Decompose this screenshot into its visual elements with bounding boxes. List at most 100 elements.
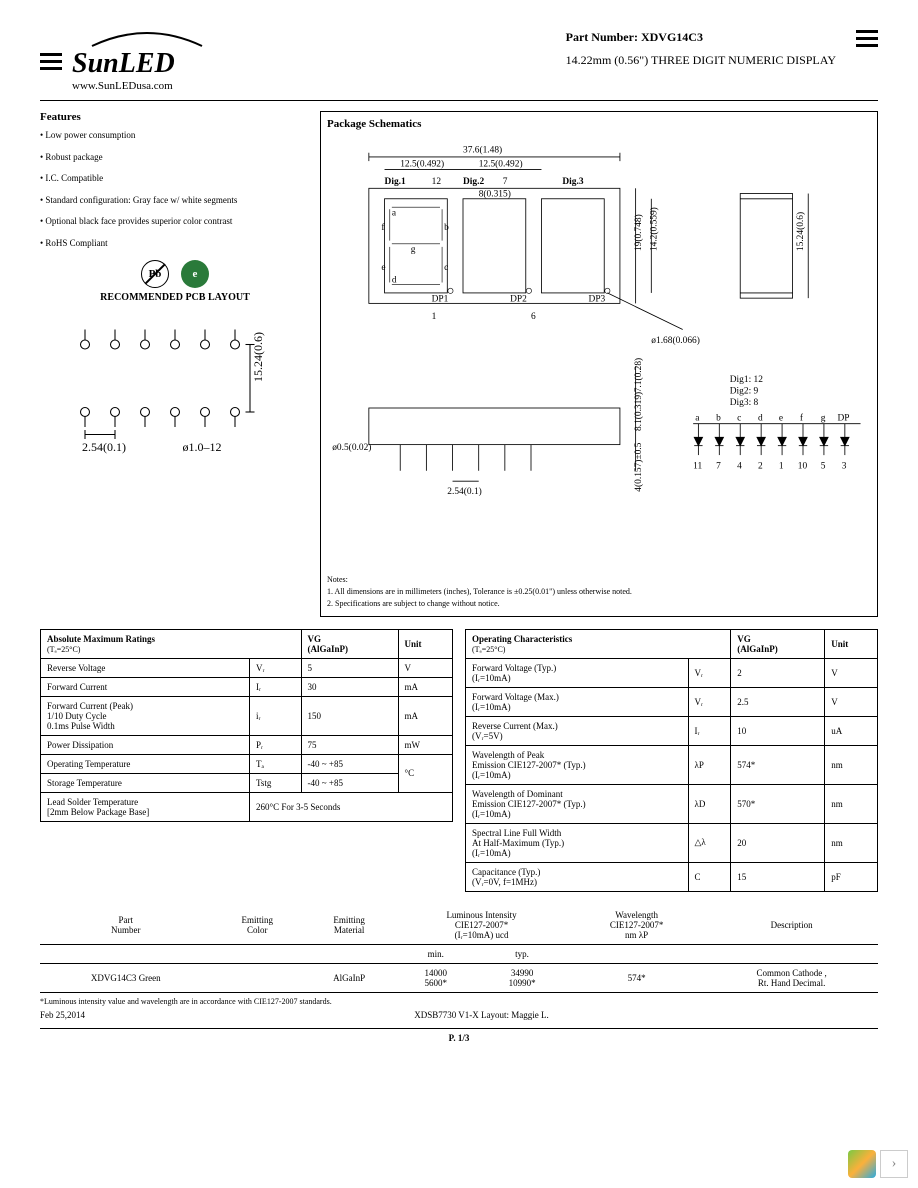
table-row: Storage TemperatureTstg-40 ~ +85: [41, 773, 453, 792]
hdr-desc: Description: [705, 906, 878, 945]
header-right: Part Number: XDVG14C3 14.22mm (0.56") TH…: [566, 30, 878, 70]
svg-text:8.1(0.319): 8.1(0.319): [633, 392, 644, 431]
schematic-title: Package Schematics: [327, 118, 871, 130]
cell-desc: Common Cathode , Rt. Hand Decimal.: [705, 963, 878, 992]
nav-next-button[interactable]: ›: [880, 1150, 908, 1178]
svg-text:DP: DP: [838, 414, 850, 424]
menu-icon[interactable]: [40, 53, 62, 70]
svg-text:19(0.748): 19(0.748): [633, 214, 644, 251]
pn-value: XDVG14C3: [641, 30, 703, 44]
svg-text:c: c: [444, 263, 448, 273]
svg-text:a: a: [695, 414, 700, 424]
table-row: Forward Voltage (Max.) (Iᵣ=10mA)Vᵣ2.5V: [466, 687, 878, 716]
footer-row: Feb 25,2014 XDSB7730 V1-X Layout: Maggie…: [40, 1010, 878, 1020]
table-row: Reverse VoltageVᵣ5V: [41, 658, 453, 677]
schematic-box: a f b g e c d DP1 DP2 DP3 37.6(1.48) 12.…: [327, 136, 871, 610]
col-unit: Unit: [398, 629, 452, 658]
svg-text:DP1: DP1: [432, 294, 449, 304]
svg-text:11: 11: [693, 462, 702, 472]
nav-widget: ›: [848, 1150, 908, 1178]
cell-color-blank: [212, 963, 303, 992]
part-description: 14.22mm (0.56") THREE DIGIT NUMERIC DISP…: [566, 51, 836, 70]
menu-icon-right[interactable]: [856, 30, 878, 47]
pcb-diagram: 2.54(0.1) ø1.0–12 15.24(0.6): [40, 307, 310, 459]
note-2: 2. Specifications are subject to change …: [327, 599, 871, 609]
svg-text:3: 3: [842, 462, 847, 472]
pcb-layout-title: RECOMMENDED PCB LAYOUT: [40, 292, 310, 303]
abs-max-title: Absolute Maximum Ratings(Tₐ=25°C): [41, 629, 302, 658]
nav-logo-icon[interactable]: [848, 1150, 876, 1178]
table-row: Reverse Current (Max.) (Vᵣ=5V)Iᵣ10uA: [466, 716, 878, 745]
page-number: P. 1/3: [40, 1028, 878, 1043]
cell-mat: AlGaInP: [303, 963, 395, 992]
svg-text:g: g: [821, 414, 826, 424]
bottom-header-row: Part Number Emitting Color Emitting Mate…: [40, 906, 878, 945]
svg-text:d: d: [758, 414, 763, 424]
bottom-sub-row: min. typ.: [40, 944, 878, 963]
feature-item: RoHS Compliant: [40, 237, 310, 251]
logo-arc-icon: [72, 30, 222, 48]
col-unit: Unit: [825, 629, 878, 658]
table-row: Forward Current (Peak) 1/10 Duty Cycle 0…: [41, 696, 453, 735]
table-row: Forward Voltage (Typ.) (Iᵣ=10mA)Vᵣ2V: [466, 658, 878, 687]
cell-wl: 574*: [568, 963, 705, 992]
cell-pn: XDVG14C3 Green: [40, 963, 212, 992]
svg-text:1: 1: [432, 312, 437, 322]
table-row: Operating TemperatureTₐ-40 ~ +85°C: [41, 754, 453, 773]
svg-text:b: b: [444, 223, 449, 233]
pcb-svg: 2.54(0.1) ø1.0–12 15.24(0.6): [40, 307, 310, 457]
svg-text:4(0.157)±0.5: 4(0.157)±0.5: [633, 442, 644, 491]
table-row: Forward CurrentIᵣ30mA: [41, 677, 453, 696]
svg-text:b: b: [716, 414, 721, 424]
hdr-li: Luminous Intensity CIE127-2007* (Iᵣ=10mA…: [395, 906, 568, 945]
svg-text:37.6(1.48): 37.6(1.48): [463, 145, 502, 156]
schematic-svg: a f b g e c d DP1 DP2 DP3 37.6(1.48) 12.…: [327, 136, 871, 565]
schematic-panel: Package Schematics a f b g: [320, 111, 878, 617]
col-vg: VG (AlGaInP): [301, 629, 398, 658]
table-row: Wavelength of Peak Emission CIE127-2007*…: [466, 745, 878, 784]
note-1: 1. All dimensions are in millimeters (in…: [327, 587, 871, 597]
op-char-table: Operating Characteristics(Tₐ=25°C) VG (A…: [465, 629, 878, 892]
svg-text:g: g: [411, 245, 416, 255]
svg-text:d: d: [392, 275, 397, 285]
op-char-title: Operating Characteristics(Tₐ=25°C): [466, 629, 731, 658]
svg-text:4: 4: [737, 462, 742, 472]
cell-li-min: 14000 5600*: [395, 963, 476, 992]
rohs-icon: e: [181, 260, 209, 288]
footnote: *Luminous intensity value and wavelength…: [40, 997, 878, 1006]
svg-text:12: 12: [432, 177, 442, 187]
feature-item: Robust package: [40, 151, 310, 165]
feature-item: Low power consumption: [40, 129, 310, 143]
pb-free-icon: Pb: [141, 260, 169, 288]
abs-max-table: Absolute Maximum Ratings(Tₐ=25°C) VG (Al…: [40, 629, 453, 822]
notes-title: Notes:: [327, 575, 871, 585]
hdr-mat: Emitting Material: [303, 906, 395, 945]
abs-max-block: Absolute Maximum Ratings(Tₐ=25°C) VG (Al…: [40, 629, 453, 892]
schematic-notes: Notes: 1. All dimensions are in millimet…: [327, 575, 871, 610]
svg-text:15.24(0.6): 15.24(0.6): [795, 212, 806, 251]
svg-text:Dig2: 9: Dig2: 9: [730, 386, 759, 396]
svg-text:14.2(0.559): 14.2(0.559): [649, 207, 660, 251]
svg-text:c: c: [737, 414, 741, 424]
col-vg: VG (AlGaInP): [731, 629, 825, 658]
svg-text:15.24(0.6): 15.24(0.6): [251, 332, 265, 382]
features-list: Low power consumption Robust package I.C…: [40, 129, 310, 250]
svg-text:f: f: [800, 413, 804, 424]
svg-text:DP3: DP3: [589, 294, 606, 304]
svg-text:a: a: [392, 209, 397, 219]
op-char-block: Operating Characteristics(Tₐ=25°C) VG (A…: [465, 629, 878, 892]
bottom-data-row: XDVG14C3 Green AlGaInP 14000 5600* 34990…: [40, 963, 878, 992]
svg-text:e: e: [779, 414, 783, 424]
svg-text:e: e: [381, 263, 385, 273]
header-left: SunLED www.SunLEDusa.com: [40, 30, 222, 92]
svg-text:ø1.0–12: ø1.0–12: [183, 440, 222, 454]
hdr-color: Emitting Color: [212, 906, 303, 945]
left-column: Features Low power consumption Robust pa…: [40, 111, 310, 617]
svg-text:Dig.3: Dig.3: [562, 177, 583, 187]
logo-text: SunLED: [72, 48, 222, 80]
hdr-pn: Part Number: [40, 906, 212, 945]
svg-text:7.1(0.28): 7.1(0.28): [633, 358, 644, 392]
hdr-wl: Wavelength CIE127-2007* nm λP: [568, 906, 705, 945]
svg-text:12.5(0.492): 12.5(0.492): [400, 158, 444, 169]
svg-text:DP2: DP2: [510, 294, 527, 304]
